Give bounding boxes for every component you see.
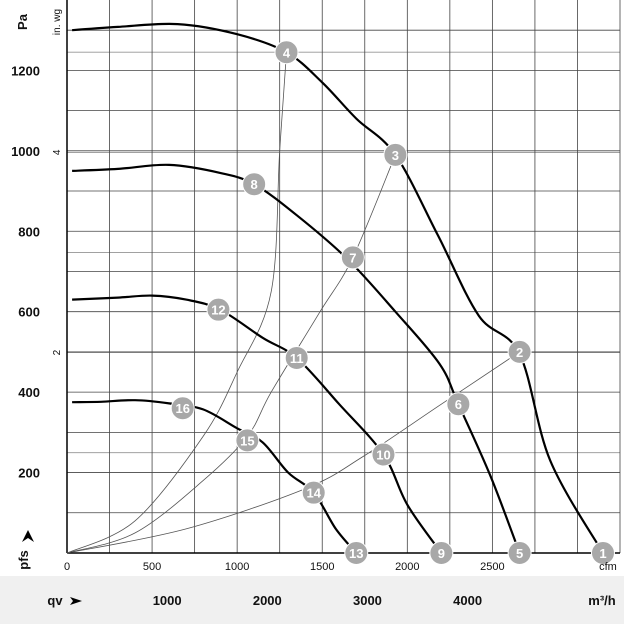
operating-point-marker	[235, 428, 260, 453]
operating-point-label: 7	[349, 250, 356, 265]
operating-point-label: 8	[251, 177, 258, 192]
y-unit-inwg: in. wg	[52, 9, 63, 35]
operating-point-label: 9	[438, 546, 445, 561]
operating-point: 1	[590, 541, 615, 565]
operating-point: 6	[446, 392, 471, 417]
y-tick-label-pa: 600	[18, 305, 40, 320]
operating-point: 4	[274, 40, 299, 65]
x-tick-label-m3h: 2000	[253, 593, 282, 608]
x-tick-label-m3h: 1000	[153, 593, 182, 608]
operating-point-marker	[371, 442, 396, 467]
operating-point-label: 15	[240, 433, 254, 448]
operating-point-label: 11	[290, 351, 304, 366]
system-curve	[66, 351, 520, 554]
x-unit-cfm: cfm	[599, 561, 617, 573]
bottom-band	[0, 576, 624, 624]
operating-point: 11	[284, 345, 309, 370]
x-tick-label-cfm: 0	[64, 561, 70, 573]
operating-point-label: 3	[392, 148, 399, 163]
operating-point: 12	[206, 297, 231, 322]
y-tick-label-pa: 200	[18, 466, 40, 481]
fan-curve	[72, 163, 521, 554]
y-axis-arrow-icon	[22, 530, 34, 542]
y-tick-label-pa: 1200	[11, 63, 40, 78]
operating-point-marker	[206, 297, 231, 322]
y-unit-pa: Pa	[15, 13, 30, 30]
fan-curve	[72, 399, 358, 554]
operating-point-marker	[170, 396, 195, 421]
operating-point-marker	[507, 541, 532, 565]
x-tick-label-cfm: 500	[143, 561, 161, 573]
operating-point-marker	[446, 392, 471, 417]
operating-point: 13	[344, 541, 369, 565]
operating-point-marker	[301, 480, 326, 505]
x-tick-label-m3h: 4000	[453, 593, 482, 608]
x-unit-m3h: m³/h	[588, 593, 616, 608]
y-tick-label-inwg: 4	[52, 149, 63, 155]
operating-point-label: 10	[376, 447, 390, 462]
x-secondary-label: qv	[47, 593, 63, 608]
operating-point-marker	[242, 172, 267, 197]
operating-point: 2	[507, 339, 532, 364]
operating-point-label: 1	[599, 546, 606, 561]
system-curve	[66, 52, 287, 554]
operating-point: 9	[429, 541, 454, 565]
operating-point-marker	[507, 339, 532, 364]
y-tick-label-pa: 1000	[11, 144, 40, 159]
operating-point-label: 16	[175, 401, 189, 416]
y-tick-label-pa: 800	[18, 224, 40, 239]
system-curve	[66, 154, 396, 554]
x-tick-label-cfm: 1500	[310, 561, 334, 573]
operating-point: 15	[235, 428, 260, 453]
operating-point-marker	[274, 40, 299, 65]
y-axis-label: pfs	[16, 550, 31, 570]
fan-curve	[72, 294, 443, 554]
operating-point-label: 14	[306, 486, 321, 501]
operating-point-label: 2	[516, 345, 523, 360]
x-tick-label-cfm: 2500	[480, 561, 504, 573]
grid	[66, 0, 621, 554]
y-tick-label-inwg: 2	[52, 349, 63, 355]
operating-point-marker	[383, 142, 408, 167]
operating-point-label: 4	[283, 45, 291, 60]
axis-labels: 200 400 600 800 1000 1200 Pa 2 4 in. wg pfs 0 500 100…	[11, 9, 617, 608]
operating-point: 10	[371, 442, 396, 467]
fan-curves	[72, 22, 604, 554]
operating-point: 7	[340, 245, 365, 270]
x-tick-label-cfm: 1000	[225, 561, 249, 573]
operating-point-marker	[284, 345, 309, 370]
operating-point-label: 5	[516, 546, 523, 561]
operating-point-marker	[340, 245, 365, 270]
x-axis-arrow-icon	[70, 597, 82, 605]
operating-point-marker	[590, 541, 615, 565]
x-tick-label-m3h: 3000	[353, 593, 382, 608]
fan-curve	[72, 22, 604, 554]
operating-point-label: 12	[211, 303, 225, 318]
y-tick-label-pa: 400	[18, 385, 40, 400]
operating-point: 14	[301, 480, 326, 505]
operating-point: 8	[242, 172, 267, 197]
operating-point: 5	[507, 541, 532, 565]
operating-point: 3	[383, 142, 408, 167]
operating-point-label: 6	[455, 397, 462, 412]
operating-point-marker	[344, 541, 369, 565]
operating-point-marker	[429, 541, 454, 565]
operating-point: 16	[170, 396, 195, 421]
x-tick-label-cfm: 2000	[395, 561, 419, 573]
operating-point-label: 13	[349, 546, 363, 561]
